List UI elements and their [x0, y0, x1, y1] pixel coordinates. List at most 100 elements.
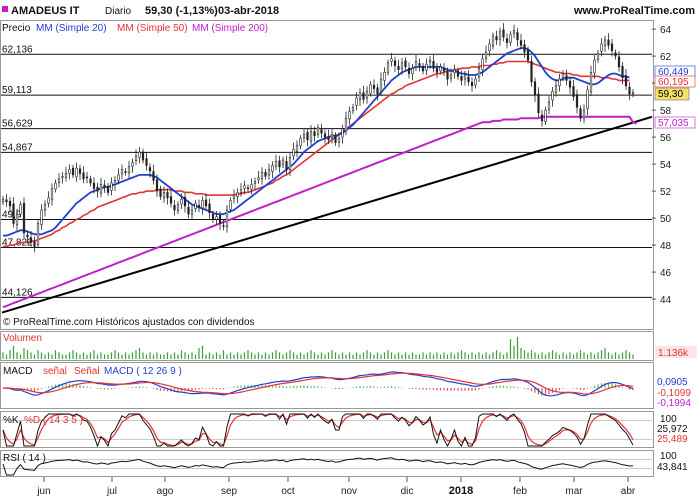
candle-27: [96, 182, 99, 198]
candle-body-82: [288, 157, 292, 170]
candle-body-107: [376, 87, 379, 95]
candle-166: [582, 104, 586, 124]
chart-period: Diario: [105, 6, 132, 17]
volume-bar-27: [96, 354, 99, 359]
data-source-note: © ProRealTime.com Históricos ajustados c…: [3, 317, 255, 328]
candle-body-38: [134, 155, 138, 162]
volume-bar-13: [47, 352, 50, 359]
candle-73: [257, 170, 260, 184]
candle-body-58: [204, 199, 208, 207]
candle-113: [397, 59, 400, 74]
volume-bar-169: [593, 354, 596, 359]
candle-18: [64, 166, 68, 182]
volume-label: Volumen: [3, 333, 42, 344]
candle-body-172: [603, 39, 607, 46]
volume-bar-179: [628, 352, 631, 359]
volume-bar-103: [362, 352, 365, 359]
candle-body-130: [456, 70, 460, 77]
volume-bar-70: [247, 350, 249, 359]
volume-bar-10: [37, 350, 39, 359]
rsi-legend: RSI ( 14 ): [3, 453, 46, 464]
candle-137: [481, 54, 484, 77]
volume-bar-117: [411, 352, 414, 359]
volume-bar-82: [289, 350, 291, 359]
candle-43: [152, 164, 155, 185]
candle-41: [145, 152, 148, 171]
candle-138: [484, 45, 488, 63]
candle-135: [474, 75, 477, 89]
candle-body-59: [208, 203, 211, 214]
volume-bar-36: [128, 354, 130, 359]
candle-130: [456, 67, 460, 80]
candle-body-106: [372, 84, 376, 89]
candle-body-154: [540, 114, 544, 122]
candle-body-142: [498, 31, 502, 40]
candle-body-175: [614, 52, 617, 57]
candle-133: [467, 70, 470, 86]
legend-price: Precio: [2, 23, 31, 34]
volume-bar-172: [604, 348, 606, 359]
candle-body-116: [407, 67, 411, 74]
candle-body-73: [257, 177, 260, 180]
macd-right-2: -0,1099: [657, 388, 691, 399]
candle-57: [201, 196, 204, 215]
h-level-label-0: 62,136: [2, 44, 33, 55]
h-level-label-3: 54,867: [2, 142, 33, 153]
volume-bar-18: [65, 354, 67, 359]
macd-lines: [2, 371, 634, 397]
candle-body-171: [600, 43, 603, 52]
volume-bar-5: [19, 354, 22, 359]
candle-148: [519, 33, 523, 50]
candle-body-16: [57, 178, 61, 183]
macd-legend-4: MACD ( 12 26 9 ): [104, 366, 182, 377]
candle-126: [442, 63, 446, 76]
volume-bar-0: [2, 352, 4, 359]
volume-bar-53: [187, 354, 190, 359]
volume-bar-33: [117, 352, 120, 359]
candle-body-85: [299, 138, 302, 147]
candle-body-156: [547, 101, 551, 110]
volume-bar-99: [348, 352, 351, 359]
volume-bar-50: [177, 354, 179, 359]
candle-152: [533, 77, 537, 102]
candle-82: [288, 153, 292, 177]
volume-bar-173: [607, 352, 610, 359]
candle-122: [428, 55, 432, 69]
volume-bar-92: [324, 354, 326, 359]
h-level-label-1: 59,113: [2, 85, 32, 96]
candle-172: [603, 35, 607, 52]
candle-body-33: [117, 174, 120, 181]
candle-body-25: [89, 178, 92, 184]
candle-59: [208, 198, 211, 219]
candle-body-23: [82, 172, 85, 180]
candle-48: [169, 189, 173, 208]
volume-bar-12: [44, 354, 46, 359]
candle-body-148: [519, 40, 523, 46]
volume-bar-137: [481, 354, 484, 359]
volume-bar-125: [439, 354, 442, 359]
volume-bar-52: [184, 352, 186, 359]
candle-body-141: [495, 36, 498, 41]
x-tick-8: feb: [513, 486, 527, 497]
candle-body-162: [568, 80, 572, 88]
candle-161: [565, 69, 568, 86]
volume-bar-77: [271, 352, 274, 359]
candle-97: [341, 124, 344, 144]
candle-155: [544, 106, 547, 125]
support-trendline: [1, 115, 653, 314]
candle-body-18: [64, 173, 68, 178]
volume-bar-75: [264, 352, 267, 359]
volume-bar-160: [562, 352, 564, 359]
candle-body-56: [197, 204, 201, 208]
y-tick-10: 64: [660, 25, 672, 36]
candle-body-40: [141, 151, 145, 161]
candle-76: [267, 163, 271, 180]
candle-19: [68, 164, 71, 180]
candle-54: [190, 205, 194, 220]
candle-body-97: [341, 128, 344, 138]
volume-bar-158: [555, 352, 557, 359]
candle-121: [425, 58, 428, 76]
candle-88: [309, 125, 313, 146]
volume-bar-49: [173, 352, 176, 359]
